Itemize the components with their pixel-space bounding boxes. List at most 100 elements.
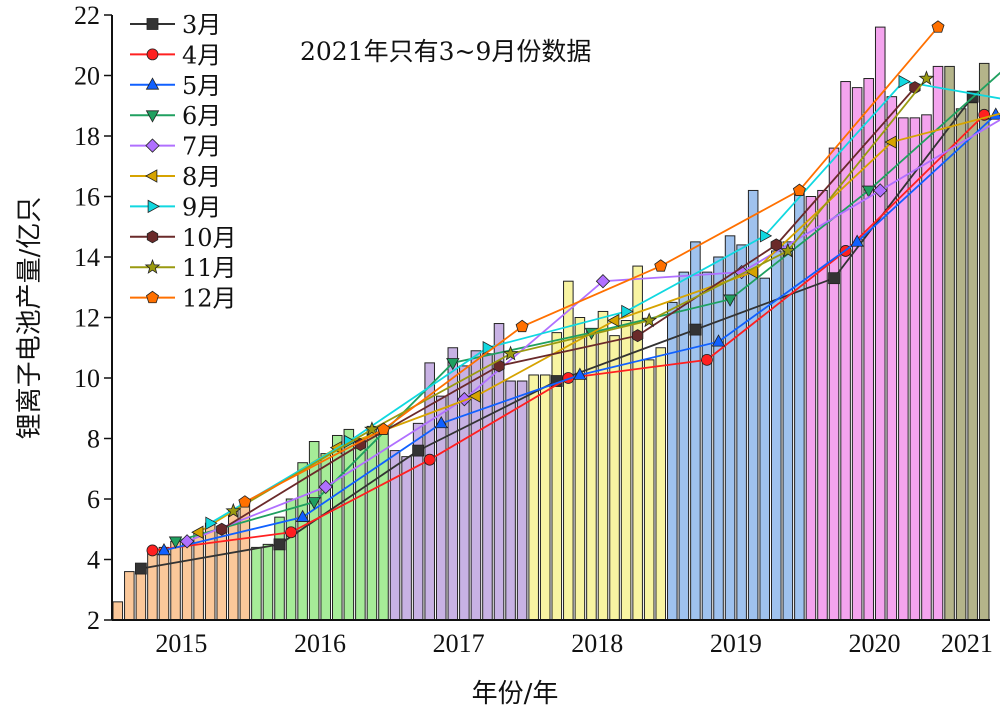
bar-2020-7月 [874, 26, 886, 621]
data-point-4月 [285, 526, 297, 539]
y-tick-label: 12 [74, 304, 100, 333]
chart-annotation: 2021年只有3~9月份数据 [300, 37, 591, 66]
legend-entry: 9月 [182, 193, 221, 221]
bar-2018-7月 [597, 310, 609, 621]
data-point-11月 [502, 345, 519, 361]
data-point-10月 [216, 522, 228, 536]
bar-2019-9月 [759, 277, 771, 621]
data-point-11月 [225, 502, 242, 518]
legend-entry: 5月 [182, 72, 221, 100]
data-point-7月 [457, 392, 472, 407]
x-tick-label: 2015 [155, 629, 207, 658]
data-point-5月 [711, 334, 726, 347]
data-point-12月 [377, 422, 390, 435]
data-point-10月 [632, 329, 644, 343]
x-tick-label: 2021 [941, 629, 993, 658]
legend-entry: 6月 [182, 102, 221, 130]
bar-2017-12月 [516, 380, 528, 621]
data-point-11月 [918, 70, 935, 86]
legend-marker [145, 138, 160, 153]
bar-2019-12月 [794, 189, 805, 621]
bar-2015-1月 [112, 601, 124, 621]
bar-2016-4月 [285, 498, 297, 621]
bar-2016-1月 [251, 546, 262, 621]
bar-2020-8月 [886, 96, 898, 621]
x-axis-title: 年份/年 [472, 679, 559, 709]
bar-2015-2月 [124, 571, 135, 621]
data-point-4月 [423, 453, 436, 466]
bar-2015-6月 [170, 540, 181, 621]
data-point-6月 [861, 185, 876, 198]
data-point-5月 [434, 415, 448, 429]
bar-2020-11月 [921, 114, 932, 621]
bar-2020-1月 [805, 196, 817, 621]
y-tick-label: 18 [74, 122, 100, 151]
bar-2018-5月 [574, 317, 586, 621]
data-point-11月 [641, 312, 658, 328]
data-point-8月 [191, 525, 204, 540]
bar-2019-1月 [667, 301, 678, 621]
bar-2015-5月 [158, 546, 170, 621]
data-point-9月 [205, 516, 218, 530]
bar-2018-8月 [609, 335, 620, 621]
series-lines-layer [134, 20, 1000, 575]
data-point-9月 [759, 229, 773, 243]
legend-entry: 7月 [182, 133, 221, 161]
data-point-6月 [446, 358, 460, 371]
y-tick-label: 6 [87, 485, 100, 514]
data-point-6月 [723, 294, 737, 307]
data-point-12月 [515, 319, 529, 333]
legend-marker [147, 199, 160, 214]
bar-2017-11月 [505, 380, 516, 621]
data-point-12月 [792, 183, 806, 196]
bar-2019-6月 [724, 235, 736, 621]
y-axis-title: 锂离子电池产量/亿只 [15, 197, 45, 440]
data-point-11月 [364, 421, 380, 437]
bar-2018-12月 [655, 347, 667, 621]
data-point-10月 [770, 238, 782, 252]
data-point-12月 [654, 259, 668, 272]
data-point-3月 [273, 538, 286, 551]
legend-marker [145, 77, 160, 90]
bar-2016-8月 [332, 434, 343, 621]
legend-marker [145, 169, 158, 183]
bar-2018-2月 [539, 374, 551, 621]
data-point-3月 [689, 323, 702, 336]
bar-2016-5月 [297, 462, 308, 621]
axes-layer [104, 14, 990, 621]
legend-marker [145, 110, 160, 123]
data-point-12月 [238, 495, 252, 508]
bar-2018-4月 [563, 280, 574, 621]
data-point-3月 [828, 272, 840, 285]
x-tick-label: 2017 [433, 629, 485, 658]
data-point-7月 [595, 274, 611, 289]
data-point-7月 [318, 479, 333, 495]
data-point-8月 [884, 135, 897, 149]
y-tick-label: 4 [87, 546, 100, 575]
series-line-11月 [232, 77, 928, 512]
y-tick-label: 14 [74, 243, 100, 272]
data-point-8月 [468, 389, 481, 403]
bar-2021-2月 [955, 108, 967, 621]
data-point-9月 [898, 74, 911, 89]
data-point-7月 [873, 183, 888, 198]
bar-2020-12月 [932, 65, 944, 621]
data-point-5月 [573, 367, 587, 380]
y-tick-label: 20 [74, 62, 100, 91]
y-tick-label: 16 [74, 183, 100, 212]
data-point-6月 [168, 536, 183, 549]
bar-2018-11月 [643, 359, 655, 621]
bar-2015-7月 [181, 540, 193, 621]
x-tick-label: 2020 [848, 629, 900, 658]
x-tick-label: 2016 [294, 629, 346, 658]
y-tick-label: 10 [74, 364, 100, 393]
legend-entry: 12月 [182, 285, 237, 313]
data-point-10月 [354, 438, 367, 452]
data-point-3月 [134, 562, 147, 575]
legend-entry: 3月 [182, 11, 221, 39]
legend-entry: 11月 [182, 254, 237, 282]
data-point-9月 [621, 304, 634, 319]
data-point-6月 [307, 497, 321, 510]
